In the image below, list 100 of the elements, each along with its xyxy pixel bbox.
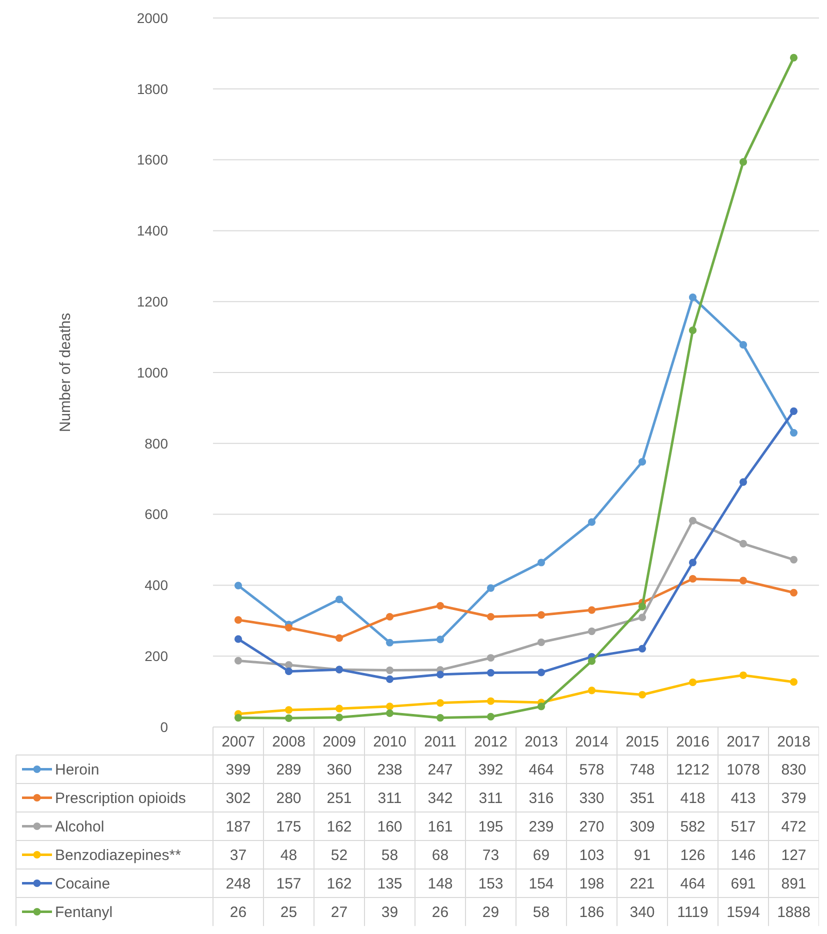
point — [335, 704, 344, 712]
data-label: 1119 — [677, 904, 708, 921]
data-label: 464 — [528, 762, 554, 778]
point — [790, 556, 798, 564]
point — [537, 638, 546, 646]
data-label: 148 — [428, 876, 453, 892]
x-tick-label: 2013 — [524, 733, 558, 750]
point — [234, 656, 242, 665]
point — [436, 602, 444, 610]
data-label: 302 — [226, 790, 251, 807]
point — [739, 478, 748, 486]
data-label: 52 — [330, 847, 348, 864]
point — [790, 428, 798, 437]
x-tick-label: 2007 — [222, 733, 255, 750]
data-label: 413 — [730, 790, 756, 807]
x-tick-label: 2008 — [272, 733, 306, 750]
data-label: 248 — [226, 876, 251, 892]
point — [234, 635, 242, 643]
legend-label: Fentanyl — [55, 904, 113, 921]
y-tick-label: 1200 — [136, 294, 168, 310]
point — [638, 644, 646, 652]
data-label: 379 — [781, 790, 806, 807]
point — [486, 612, 495, 621]
data-label: 578 — [579, 762, 604, 778]
data-label: 68 — [432, 847, 449, 864]
data-label: 154 — [528, 876, 554, 892]
data-label: 25 — [280, 904, 298, 921]
data-label: 162 — [326, 818, 352, 836]
point — [486, 584, 495, 592]
data-label: 748 — [630, 762, 655, 778]
legend-label: Cocaine — [55, 876, 110, 892]
point — [688, 575, 697, 583]
data-label: 399 — [226, 762, 251, 778]
data-label: 239 — [528, 818, 554, 836]
point — [588, 627, 596, 636]
point — [537, 668, 546, 676]
point — [436, 670, 444, 678]
data-label: 175 — [276, 818, 302, 836]
point — [386, 702, 394, 710]
data-label: 289 — [276, 762, 302, 778]
point — [436, 636, 444, 644]
data-label: 153 — [478, 876, 504, 892]
x-tick-label: 2011 — [424, 733, 456, 750]
data-label: 26 — [230, 904, 247, 921]
point — [739, 341, 748, 349]
data-label: 1594 — [726, 904, 760, 921]
data-label: 472 — [781, 818, 806, 836]
point — [739, 671, 748, 680]
point — [284, 668, 293, 676]
data-label: 127 — [781, 847, 806, 864]
data-label: 27 — [330, 904, 348, 921]
point — [790, 678, 798, 686]
point — [234, 714, 242, 722]
point — [537, 702, 546, 710]
data-label: 39 — [381, 904, 398, 921]
x-tick-label: 2009 — [322, 733, 356, 750]
point — [638, 614, 646, 622]
point — [335, 634, 344, 642]
data-label: 1212 — [676, 762, 710, 778]
y-axis-title: Number of deaths — [57, 312, 74, 432]
point — [790, 54, 798, 62]
point — [486, 654, 495, 662]
data-label: 464 — [680, 876, 706, 892]
point — [688, 516, 697, 524]
data-label: 58 — [532, 904, 550, 921]
y-tick-label: 2000 — [136, 10, 168, 26]
point — [638, 458, 646, 466]
legend-label: Prescription opioids — [55, 790, 186, 807]
data-label: 69 — [532, 847, 550, 864]
data-label: 251 — [326, 790, 352, 807]
data-label: 160 — [377, 818, 402, 836]
point — [790, 407, 798, 415]
point — [386, 612, 394, 621]
data-label: 392 — [478, 762, 504, 778]
point — [588, 518, 596, 526]
data-label: 37 — [230, 847, 247, 864]
point — [537, 558, 546, 566]
data-label: 309 — [630, 818, 655, 836]
data-label: 187 — [226, 818, 251, 836]
point — [688, 294, 697, 302]
data-label: 221 — [630, 876, 655, 892]
data-label: 830 — [781, 762, 806, 778]
data-label: 103 — [579, 847, 604, 864]
point — [588, 686, 596, 694]
data-label: 1078 — [726, 762, 760, 778]
data-label: 91 — [634, 847, 651, 864]
data-label: 270 — [579, 818, 604, 836]
data-label: 351 — [630, 790, 655, 807]
data-label: 342 — [428, 790, 453, 807]
legend-label: Heroin — [55, 762, 100, 778]
point — [790, 588, 798, 596]
legend-label: Benzodiazepines** — [55, 847, 182, 864]
data-label: 161 — [428, 818, 453, 836]
y-tick-label: 1600 — [136, 152, 168, 168]
data-label: 195 — [478, 818, 504, 836]
data-label: 48 — [280, 847, 298, 864]
data-label: 891 — [781, 876, 806, 892]
point — [588, 606, 596, 614]
point — [284, 706, 293, 714]
point — [386, 666, 394, 674]
